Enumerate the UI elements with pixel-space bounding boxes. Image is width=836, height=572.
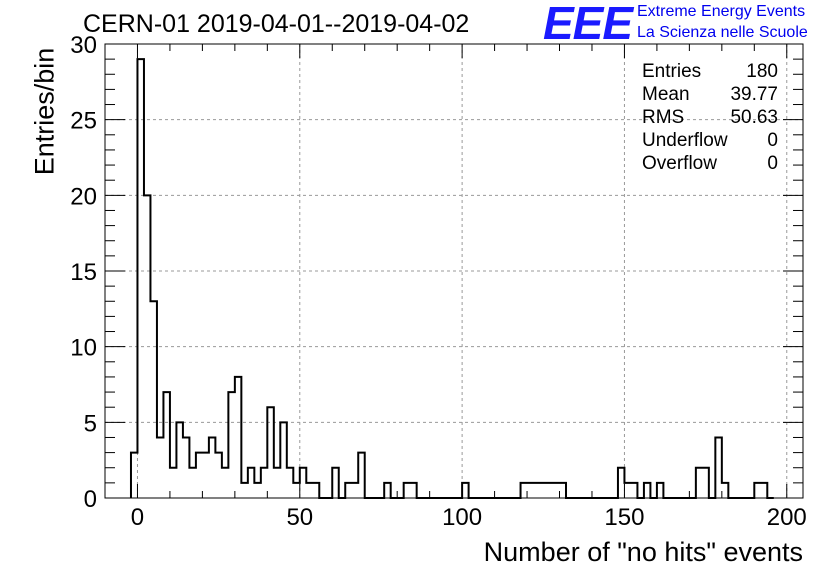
histogram-bin (163, 392, 169, 498)
histogram-bin (410, 483, 416, 498)
tick-labels: 0 50 100 150 200 0 5 10 15 20 25 30 (70, 32, 806, 531)
histogram-bin (715, 437, 721, 498)
histogram-bin (287, 468, 293, 498)
histogram-bin (754, 483, 760, 498)
histogram-bin (540, 483, 546, 498)
x-tick-label: 50 (286, 504, 313, 531)
y-tick-label: 5 (84, 410, 97, 437)
x-axis-label: Number of "no hits" events (483, 537, 803, 567)
stats-label: Mean (642, 84, 690, 105)
y-tick-label: 15 (70, 259, 97, 286)
axis-ticks (104, 43, 803, 499)
histogram-bin (170, 468, 176, 498)
histogram-bin (274, 468, 280, 498)
histogram-bin (222, 468, 228, 498)
histogram-bin (657, 483, 663, 498)
histogram-bin (300, 468, 306, 498)
histogram-bin (150, 301, 156, 498)
eee-logo: EEE (543, 0, 633, 49)
x-tick-label: 200 (767, 504, 807, 531)
stats-label: Entries (642, 61, 701, 82)
stats-label: RMS (642, 107, 684, 128)
stats-value: 0 (767, 153, 778, 174)
histogram-bin (261, 468, 267, 498)
x-tick-label: 150 (604, 504, 644, 531)
histogram-bin (560, 483, 566, 498)
x-tick-label: 0 (131, 504, 144, 531)
y-tick-label: 30 (70, 32, 97, 59)
histogram-bin (618, 468, 624, 498)
histogram-bin (644, 483, 650, 498)
histogram-bin (631, 483, 637, 498)
histogram-bin (702, 468, 708, 498)
histogram-bin (144, 195, 150, 498)
histogram-bin (306, 483, 312, 498)
logo-line-1: Extreme Energy Events (637, 3, 806, 20)
histogram-bin (624, 483, 630, 498)
histogram-bin (235, 377, 241, 498)
histogram-bin (196, 453, 202, 498)
histogram-bin (761, 483, 767, 498)
histogram-bin (131, 453, 137, 498)
histogram-bin (521, 483, 527, 498)
y-axis-label: Entries/bin (29, 47, 60, 176)
histogram-bin (696, 468, 702, 498)
histogram-bin (534, 483, 540, 498)
histogram-bin (313, 483, 319, 498)
histogram-bin (241, 483, 247, 498)
histogram-bin (267, 407, 273, 498)
histogram-bin (358, 453, 364, 498)
grid-lines (105, 43, 803, 499)
histogram-bin (345, 483, 351, 498)
y-tick-label: 25 (70, 108, 97, 135)
histogram-bin (157, 437, 163, 498)
stats-value: 50.63 (730, 107, 778, 128)
stats-label: Underflow (642, 130, 728, 151)
histogram-bin (137, 59, 143, 498)
stats-label: Overflow (642, 153, 717, 174)
histogram-bin (547, 483, 553, 498)
histogram-bin (202, 453, 208, 498)
histogram-bin (293, 483, 299, 498)
histogram-bin (404, 483, 410, 498)
histogram-bin (248, 468, 254, 498)
histogram-bin (176, 422, 182, 498)
histogram-bin (228, 392, 234, 498)
histogram-bin (280, 422, 286, 498)
histogram-bin (209, 437, 215, 498)
histogram-bin (352, 483, 358, 498)
histogram-bin (215, 453, 221, 498)
stats-value: 0 (767, 130, 778, 151)
histogram-bin (332, 468, 338, 498)
histogram-bin (254, 483, 260, 498)
histogram-bin (183, 437, 189, 498)
x-tick-label: 100 (442, 504, 482, 531)
stats-value: 180 (746, 61, 778, 82)
histogram-bin (462, 483, 468, 498)
logo-line-2: La Scienza nelle Scuole (637, 24, 808, 41)
chart-title: CERN-01 2019-04-01--2019-04-02 (83, 10, 470, 38)
y-tick-label: 10 (70, 335, 97, 362)
y-tick-label: 20 (70, 183, 97, 210)
histogram-bin (722, 483, 728, 498)
stats-value: 39.77 (730, 84, 778, 105)
histogram-bin (384, 483, 390, 498)
histogram-bin (527, 483, 533, 498)
histogram-bin (189, 468, 195, 498)
histogram-bin (553, 483, 559, 498)
y-tick-label: 0 (84, 486, 97, 513)
